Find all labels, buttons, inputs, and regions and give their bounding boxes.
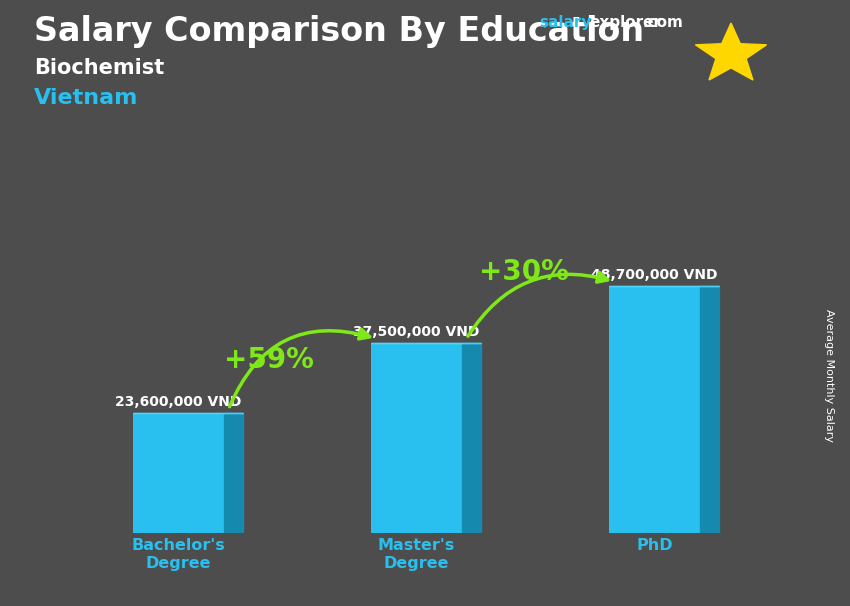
Text: +59%: +59%	[224, 346, 314, 374]
Bar	[609, 286, 700, 533]
Text: Salary Comparison By Education: Salary Comparison By Education	[34, 15, 644, 48]
Bar	[371, 342, 462, 533]
Polygon shape	[462, 342, 481, 533]
Text: .com: .com	[643, 15, 683, 30]
Text: 48,700,000 VND: 48,700,000 VND	[592, 268, 717, 282]
Polygon shape	[695, 23, 767, 80]
Text: +30%: +30%	[479, 258, 569, 285]
Bar	[133, 413, 224, 533]
Text: Biochemist: Biochemist	[34, 58, 164, 78]
Polygon shape	[224, 413, 243, 533]
Text: 37,500,000 VND: 37,500,000 VND	[354, 325, 479, 339]
Text: explorer: explorer	[589, 15, 661, 30]
Polygon shape	[700, 286, 719, 533]
Text: 23,600,000 VND: 23,600,000 VND	[116, 395, 241, 409]
Text: Average Monthly Salary: Average Monthly Salary	[824, 309, 834, 442]
Text: Vietnam: Vietnam	[34, 88, 139, 108]
Text: salary: salary	[540, 15, 592, 30]
